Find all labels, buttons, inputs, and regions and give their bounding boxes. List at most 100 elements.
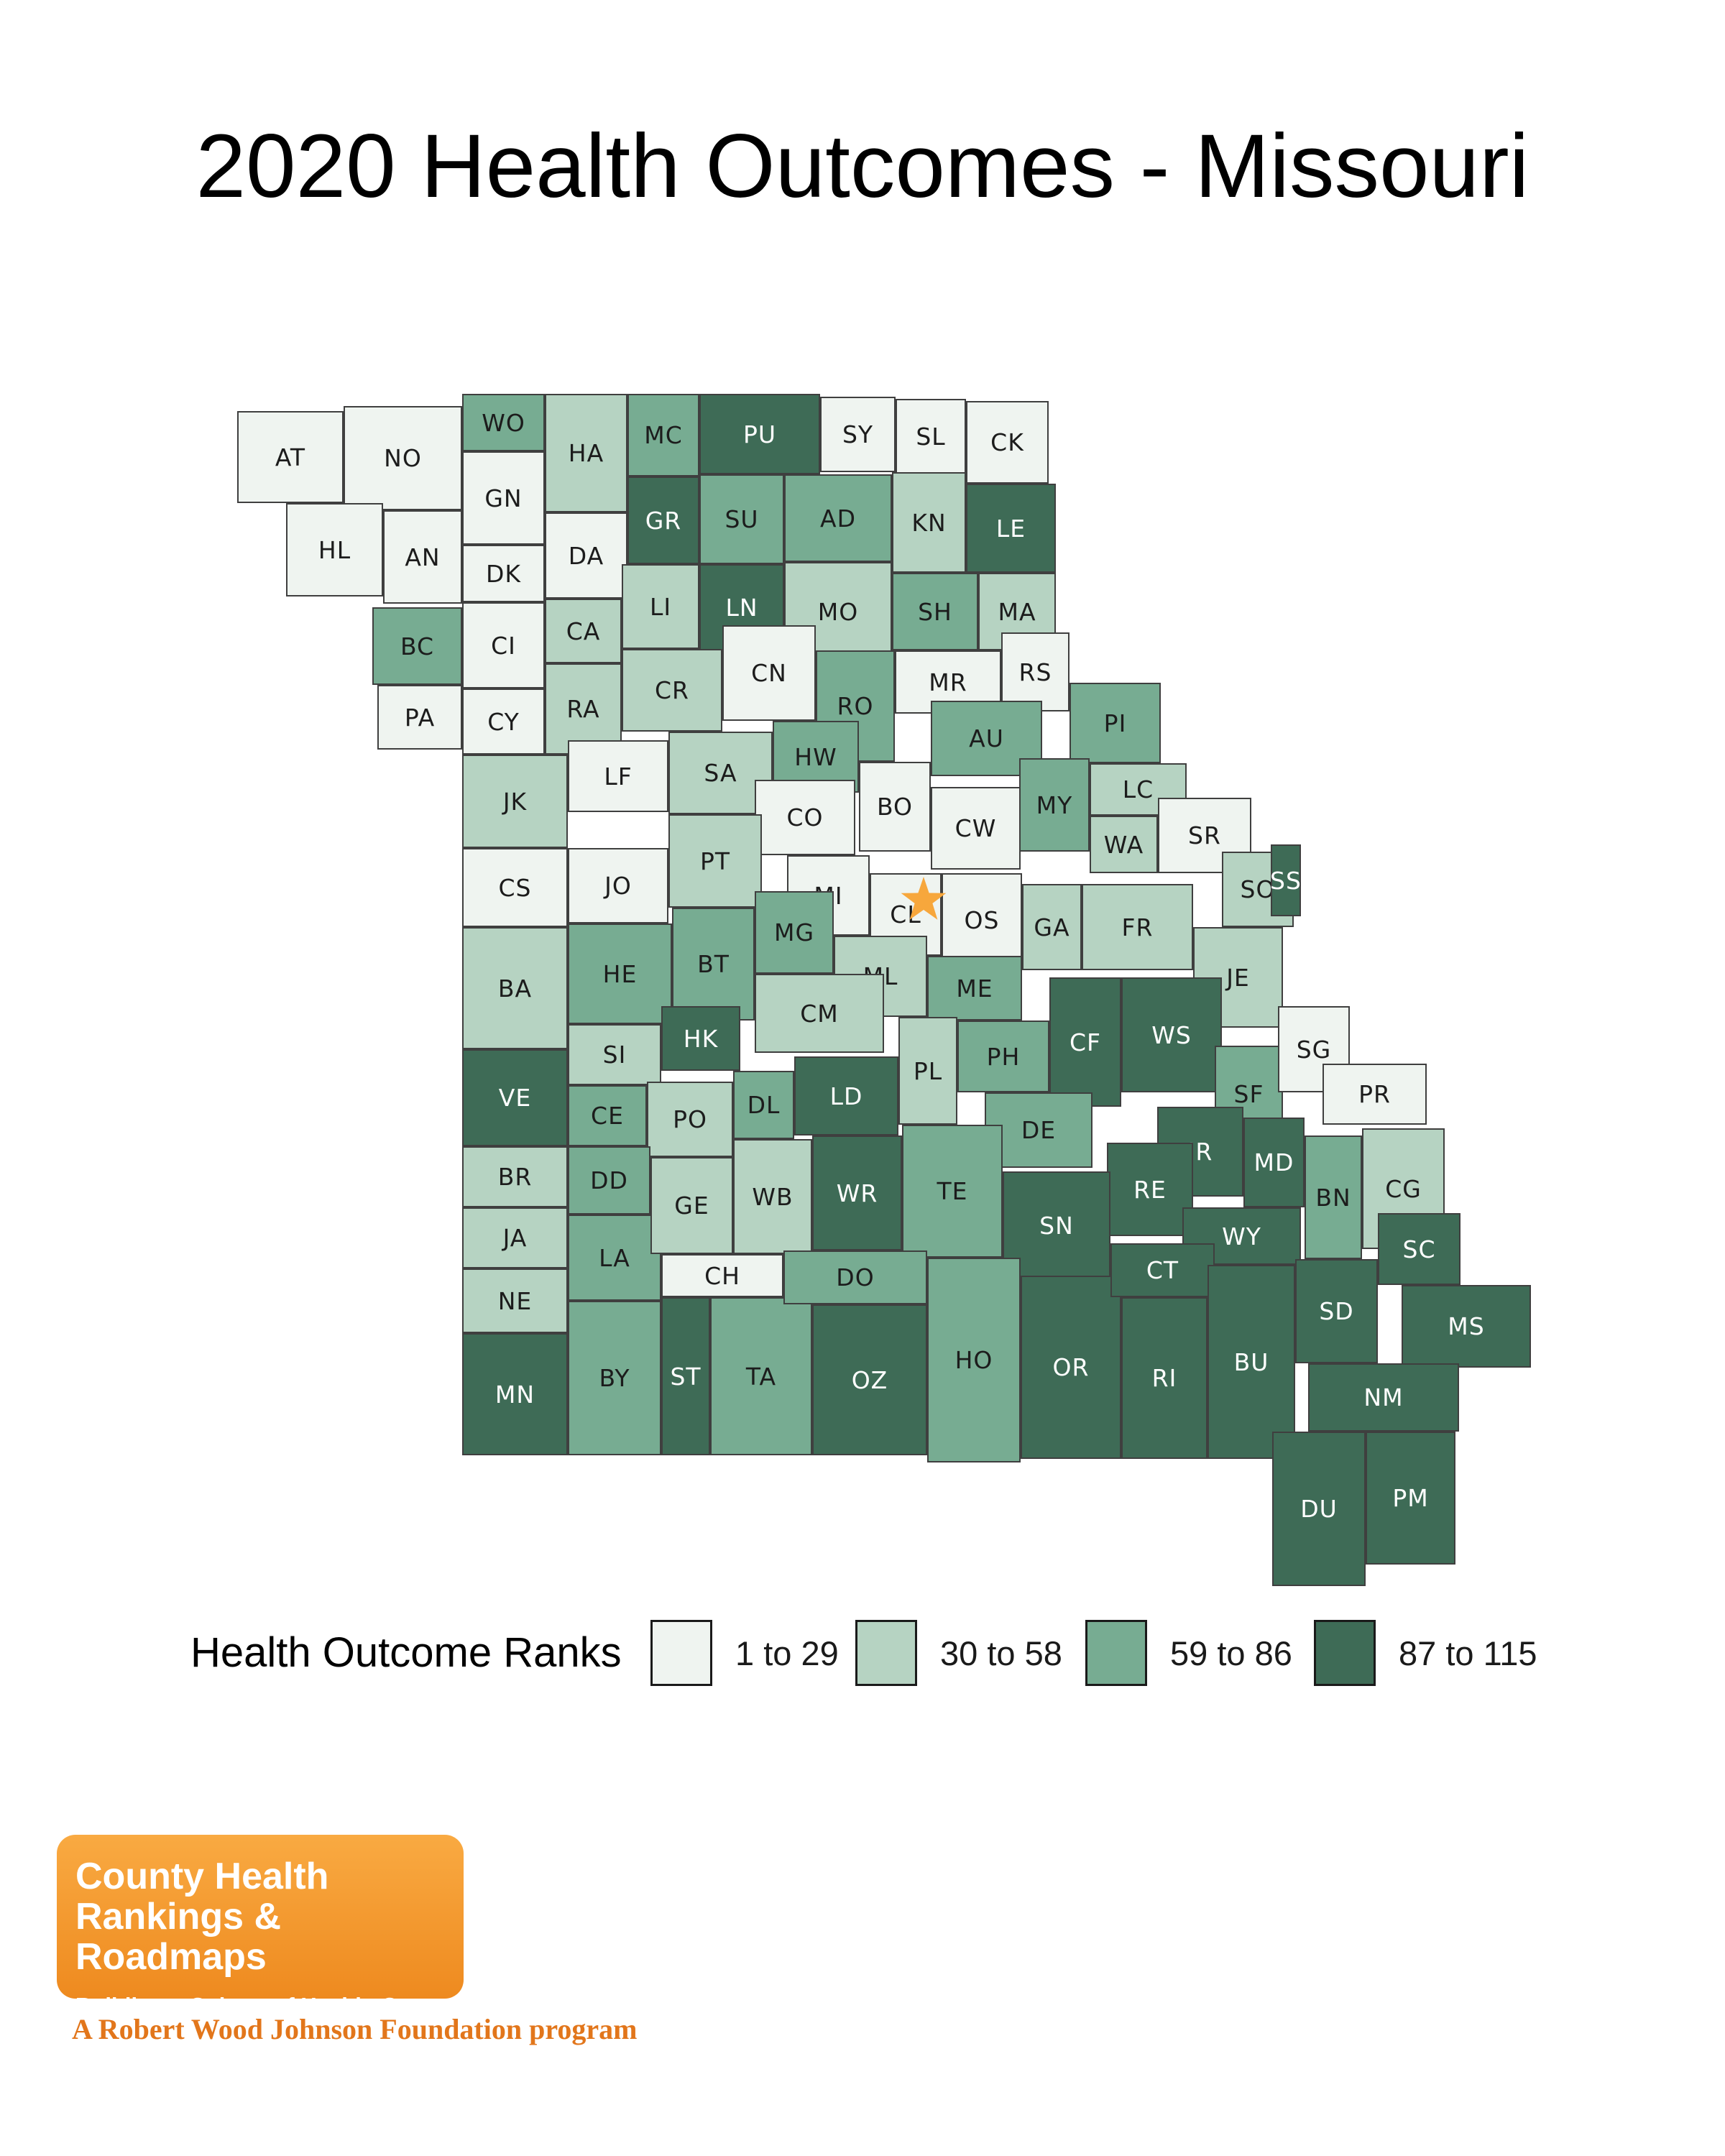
rwjf-program-line: A Robert Wood Johnson Foundation program bbox=[72, 2013, 638, 2045]
county-label: KN bbox=[911, 508, 947, 537]
legend-swatch bbox=[855, 1620, 917, 1686]
county-label: PI bbox=[1103, 709, 1127, 737]
county-label: RS bbox=[1018, 658, 1052, 686]
county-label: PL bbox=[913, 1056, 943, 1085]
county-label: LC bbox=[1122, 775, 1154, 803]
county-label: LE bbox=[995, 514, 1026, 543]
legend-label: 59 to 86 bbox=[1170, 1634, 1292, 1672]
county-le: LE bbox=[966, 484, 1056, 573]
county-label: PM bbox=[1392, 1484, 1429, 1512]
county-label: GR bbox=[645, 506, 682, 535]
county-label: BU bbox=[1233, 1348, 1269, 1376]
county-jk: JK bbox=[462, 755, 568, 848]
county-da: DA bbox=[545, 512, 627, 599]
legend-title: Health Outcome Ranks bbox=[190, 1629, 622, 1676]
county-label: HL bbox=[318, 535, 351, 564]
county-ph: PH bbox=[957, 1021, 1049, 1092]
county-label: CR bbox=[655, 676, 689, 704]
county-label: DE bbox=[1021, 1116, 1057, 1144]
county-bc: BC bbox=[372, 607, 462, 685]
county-ck: CK bbox=[966, 401, 1049, 484]
county-an: AN bbox=[383, 510, 462, 604]
county-ge: GE bbox=[650, 1157, 733, 1254]
county-te: TE bbox=[902, 1125, 1003, 1258]
county-pa: PA bbox=[377, 685, 462, 750]
county-label: MO bbox=[817, 597, 859, 626]
county-label: OS bbox=[964, 906, 1000, 934]
county-label: PT bbox=[699, 847, 731, 875]
county-label: CA bbox=[566, 617, 601, 645]
county-label: MC bbox=[644, 421, 683, 449]
county-label: NO bbox=[384, 444, 422, 472]
county-label: RI bbox=[1151, 1364, 1177, 1392]
county-label: ME bbox=[956, 974, 993, 1003]
county-ct: CT bbox=[1110, 1243, 1215, 1297]
county-label: WY bbox=[1222, 1222, 1261, 1250]
county-si: SI bbox=[568, 1024, 661, 1085]
county-cy: CY bbox=[462, 688, 545, 755]
county-label: HO bbox=[954, 1346, 993, 1374]
county-wr: WR bbox=[812, 1135, 902, 1250]
county-mr: MR bbox=[895, 650, 1001, 714]
county-su: SU bbox=[699, 474, 784, 564]
county-label: DD bbox=[590, 1166, 628, 1194]
county-ld: LD bbox=[794, 1056, 898, 1135]
page-title: 2020 Health Outcomes - Missouri bbox=[196, 116, 1530, 216]
county-os: OS bbox=[942, 873, 1022, 967]
county-at: AT bbox=[237, 411, 344, 503]
county-label: BC bbox=[400, 632, 435, 660]
county-gn: GN bbox=[462, 451, 545, 545]
county-label: GE bbox=[674, 1192, 709, 1220]
county-label: MN bbox=[494, 1380, 535, 1409]
county-sd: SD bbox=[1295, 1259, 1378, 1363]
county-kn: KN bbox=[892, 472, 966, 573]
county-cs: CS bbox=[462, 848, 568, 927]
county-or: OR bbox=[1021, 1276, 1121, 1459]
county-my: MY bbox=[1019, 758, 1090, 852]
county-label: GN bbox=[484, 484, 523, 512]
county-ho: HO bbox=[927, 1258, 1021, 1462]
county-label: JO bbox=[604, 872, 632, 900]
county-wb: WB bbox=[733, 1139, 812, 1254]
county-ja: JA bbox=[462, 1207, 568, 1268]
county-label: MY bbox=[1036, 791, 1073, 819]
county-label: WA bbox=[1103, 830, 1144, 859]
county-po: PO bbox=[647, 1082, 733, 1157]
county-label: SI bbox=[602, 1041, 627, 1069]
county-sc: SC bbox=[1378, 1213, 1460, 1285]
county-fr: FR bbox=[1082, 884, 1193, 970]
county-label: JK bbox=[502, 787, 528, 816]
county-sy: SY bbox=[820, 397, 896, 472]
county-label: LF bbox=[604, 762, 632, 791]
county-label: SD bbox=[1319, 1297, 1354, 1325]
legend-swatch bbox=[1085, 1620, 1147, 1686]
county-label: LI bbox=[649, 592, 672, 621]
county-ms: MS bbox=[1402, 1285, 1531, 1368]
county-label: OZ bbox=[851, 1365, 888, 1394]
county-la: LA bbox=[568, 1215, 661, 1301]
county-label: SS bbox=[1270, 866, 1302, 895]
county-pi: PI bbox=[1070, 683, 1161, 763]
county-ne: NE bbox=[462, 1268, 568, 1333]
county-label: AD bbox=[820, 504, 856, 533]
logo-line1: County Health bbox=[75, 1856, 329, 1897]
legend-swatch bbox=[650, 1620, 712, 1686]
county-dk: DK bbox=[462, 545, 545, 602]
legend-item-3: 59 to 86 bbox=[1085, 1618, 1292, 1687]
county-hl: HL bbox=[286, 503, 383, 596]
county-ta: TA bbox=[710, 1297, 812, 1455]
county-ha: HA bbox=[545, 394, 627, 512]
county-health-rankings-logo: County Health Rankings & Roadmaps Buildi… bbox=[57, 1835, 464, 2044]
county-label: SY bbox=[842, 420, 874, 448]
county-pt: PT bbox=[668, 814, 762, 908]
county-label: LA bbox=[599, 1243, 630, 1272]
capital-star-icon bbox=[901, 877, 947, 920]
county-bn: BN bbox=[1305, 1135, 1362, 1259]
county-label: BN bbox=[1315, 1183, 1351, 1212]
county-sn: SN bbox=[1003, 1171, 1110, 1279]
county-br: BR bbox=[462, 1146, 568, 1207]
county-label: DU bbox=[1300, 1495, 1338, 1523]
county-re: RE bbox=[1107, 1143, 1193, 1236]
county-label: WS bbox=[1151, 1021, 1192, 1049]
county-label: HW bbox=[794, 742, 837, 771]
